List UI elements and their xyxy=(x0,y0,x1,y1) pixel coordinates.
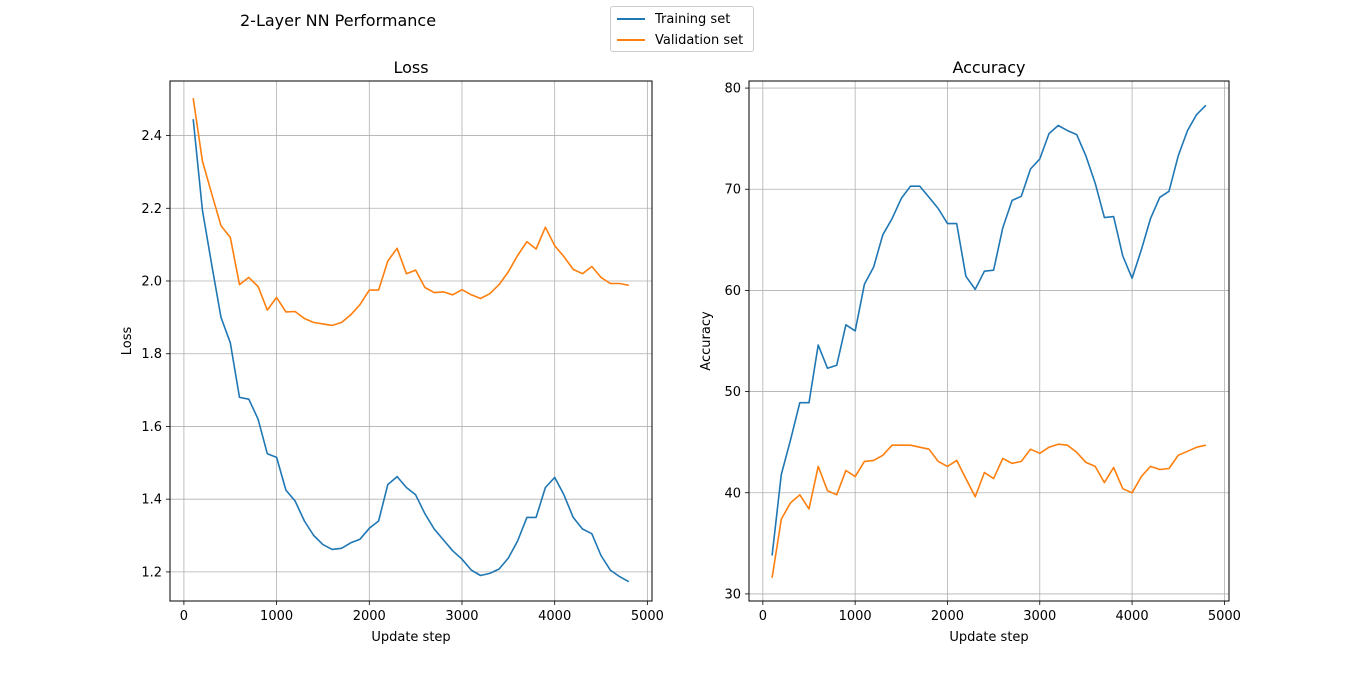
plot2-y-axis-label: Accuracy xyxy=(699,311,714,371)
plot2-y-tick-label: 40 xyxy=(724,486,741,501)
plot1-x-tick-label: 1000 xyxy=(260,609,293,624)
plot2-axes-frame xyxy=(748,80,1230,602)
plot2-x-tick-label: 1000 xyxy=(839,609,872,624)
plot2-y-tick-label: 50 xyxy=(724,385,741,400)
plot2-x-tick-label: 3000 xyxy=(1023,609,1056,624)
plot2-title: Accuracy xyxy=(952,58,1025,77)
plot2-y-tick-label: 60 xyxy=(724,284,741,299)
plot1-axes: 0 1000 2000 3000 4000 5000 1.2 1.4 1.6 1.8 2.0 2.2 2… xyxy=(120,58,664,645)
plot1-y-tick-label: 1.4 xyxy=(141,493,162,508)
legend-label-training: Training set xyxy=(655,11,731,27)
plot2-series-line-training xyxy=(771,104,1207,556)
plot1-axes-frame xyxy=(169,80,653,602)
plot1-x-tick-label: 3000 xyxy=(445,609,478,624)
plot2-y-tick-label: 80 xyxy=(724,82,741,97)
legend-label-validation: Validation set xyxy=(655,32,744,48)
plot2-y-tick-label: 30 xyxy=(724,587,741,602)
plot2-x-tick-label: 2000 xyxy=(931,609,964,624)
plot1-y-axis-label: Loss xyxy=(120,327,135,356)
plot1-y-tick-label: 1.8 xyxy=(141,347,162,362)
plot2-x-tick-label: 0 xyxy=(759,609,767,624)
plot1-x-tick-label: 5000 xyxy=(631,609,664,624)
plot2-y-tick-label: 70 xyxy=(724,183,741,198)
plot1-x-tick-label: 2000 xyxy=(353,609,386,624)
plot1-x-tick-label: 0 xyxy=(180,609,188,624)
legend-item-validation: Validation set xyxy=(617,30,743,50)
plot1-series-line-validation xyxy=(192,97,629,327)
plot1-y-tick-label: 2.0 xyxy=(141,275,162,290)
figure-suptitle: 2-Layer NN Performance xyxy=(240,11,437,30)
plot1-series-line-training xyxy=(192,119,630,583)
legend-swatch-training xyxy=(617,18,645,20)
plot1-y-tick-label: 1.2 xyxy=(141,565,162,580)
plot1-x-axis-label: Update step xyxy=(371,630,450,645)
legend-item-training: Training set xyxy=(617,9,730,29)
plot2-series-line-validation xyxy=(771,443,1207,578)
plot1-x-tick-label: 4000 xyxy=(538,609,571,624)
legend: Training set Validation set xyxy=(610,6,754,52)
plot2-x-tick-label: 5000 xyxy=(1208,609,1241,624)
plot1-y-tick-label: 1.6 xyxy=(141,420,162,435)
plot1-y-tick-label: 2.2 xyxy=(141,202,162,217)
plot1-title: Loss xyxy=(393,58,428,77)
plot1-y-tick-label: 2.4 xyxy=(141,129,162,144)
plot2-x-axis-label: Update step xyxy=(949,630,1028,645)
plot2-axes: 0 1000 2000 3000 4000 5000 30 40 50 60 70 80 Accurac… xyxy=(699,58,1241,645)
plot2-x-tick-label: 4000 xyxy=(1116,609,1149,624)
legend-swatch-validation xyxy=(617,39,645,41)
